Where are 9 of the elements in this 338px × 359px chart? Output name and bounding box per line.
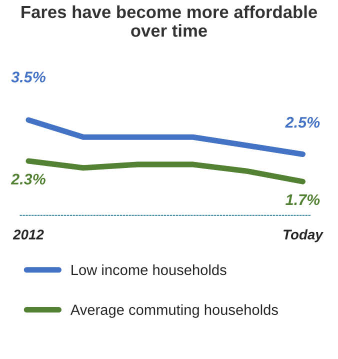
data-label: 1.7%: [286, 194, 320, 206]
data-label: 3.5%: [11, 72, 46, 82]
legend-label: Low income households: [72, 264, 226, 276]
x-tick-label: Today: [284, 229, 324, 242]
legend-label: Average commuting households: [70, 304, 278, 318]
data-label: 2.3%: [10, 174, 46, 185]
data-label: 2.5%: [285, 116, 320, 128]
x-tick-label: 2012: [12, 230, 44, 240]
chart-title: Fares have become more affordable over time: [22, 5, 318, 37]
